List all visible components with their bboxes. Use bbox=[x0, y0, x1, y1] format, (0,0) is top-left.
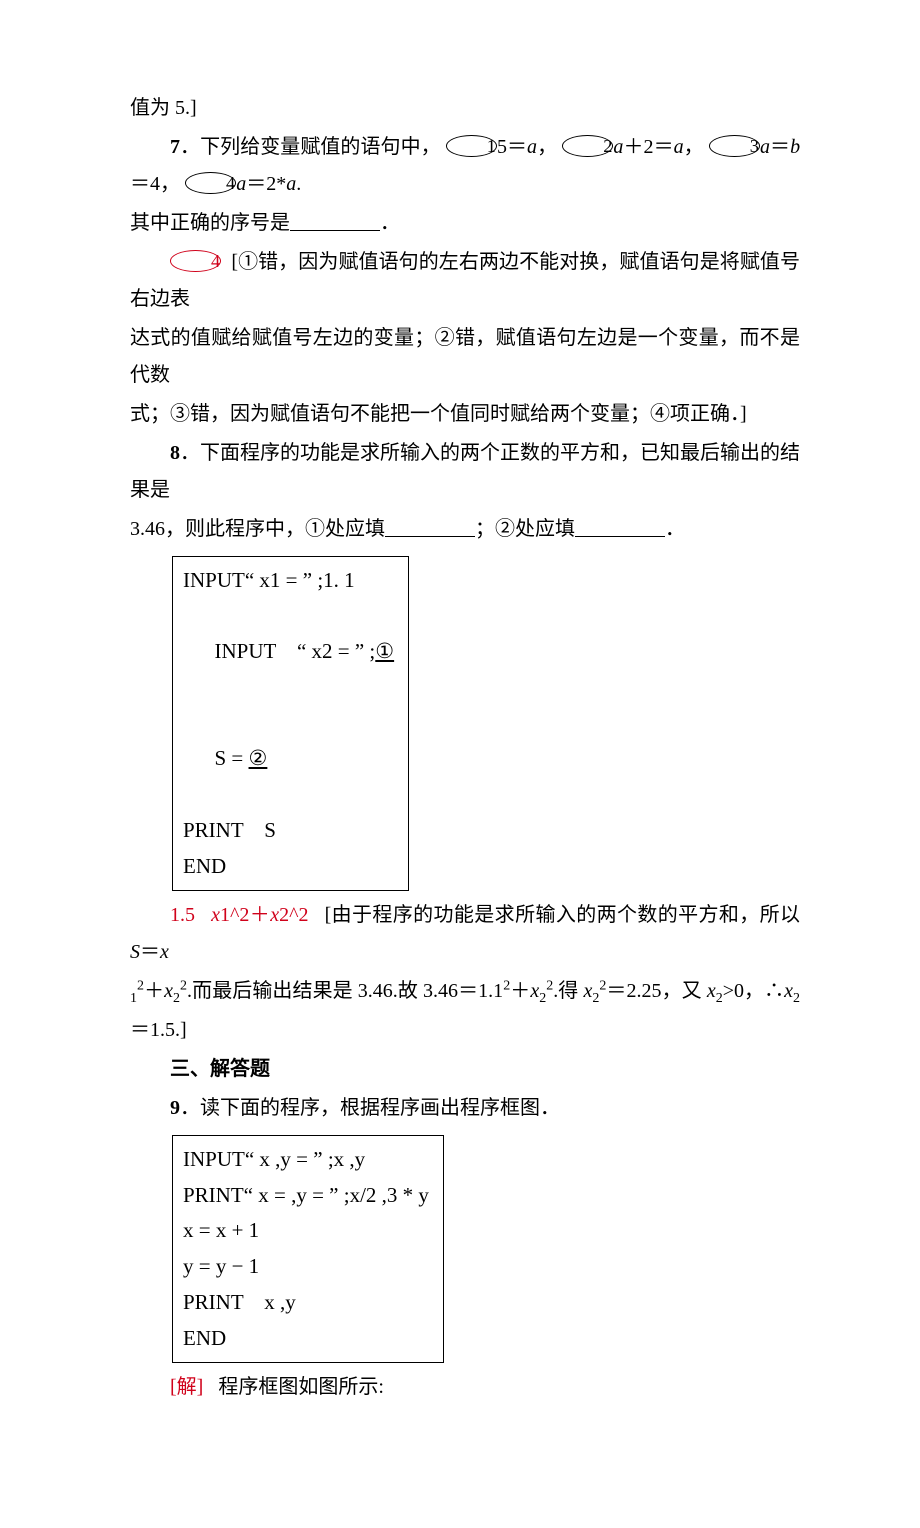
q8-ans2-d: 2^2 bbox=[279, 904, 308, 926]
code2-line6: END bbox=[183, 1321, 429, 1357]
code2-line2: PRINT“ x = ,y = ” ;x/2 ,3 * y bbox=[183, 1178, 429, 1214]
q8-e-l2f: ＝1.5.] bbox=[130, 1019, 187, 1041]
q8-text-a: ．下面程序的功能是求所输入的两个正数的平方和，已知最后输出的结果是 bbox=[130, 442, 800, 501]
option-3-marker: 3 bbox=[709, 135, 760, 157]
q7-line2-text: 其中正确的序号是 bbox=[130, 212, 290, 234]
q7-stem-line2: 其中正确的序号是． bbox=[130, 205, 800, 242]
q7-number: 7 bbox=[170, 136, 180, 158]
q7-explain-3: 式；③错，因为赋值语句不能把一个值同时赋给两个变量；④项正确．] bbox=[130, 396, 800, 433]
q7-answer-marker: 4 bbox=[170, 250, 221, 272]
q8-ans1: 1.5 bbox=[170, 904, 195, 926]
opt2-rhs: a bbox=[674, 136, 684, 158]
sep2: ， bbox=[684, 136, 704, 158]
prev-answer-trail: 值为 5.] bbox=[130, 90, 800, 127]
code1-line5: END bbox=[183, 849, 394, 885]
q8-e-l2c: .得 bbox=[553, 980, 583, 1002]
opt4-rhs: a bbox=[286, 173, 296, 195]
code2-line1: INPUT“ x ,y = ” ;x ,y bbox=[183, 1142, 429, 1178]
opt4-mid: ＝2* bbox=[246, 173, 286, 195]
page: 值为 5.] 7．下列给变量赋值的语句中， 15＝a， 2a＋2＝a， 3a＝b… bbox=[0, 0, 920, 1528]
code1-l2-blank: ① bbox=[375, 639, 394, 663]
q8-e-l2a: .而最后输出结果是 3.46.故 3.46＝1.1 bbox=[187, 980, 503, 1002]
q8-stem-line1: 8．下面程序的功能是求所输入的两个正数的平方和，已知最后输出的结果是 bbox=[130, 435, 800, 509]
code1-l3a: S = bbox=[215, 746, 249, 770]
q8-ans2-c: x bbox=[270, 904, 279, 926]
q7-stem-line1: 7．下列给变量赋值的语句中， 15＝a， 2a＋2＝a， 3a＝b＝4， 4a＝… bbox=[130, 129, 800, 203]
q9-stem: 9．读下面的程序，根据程序画出程序框图． bbox=[130, 1090, 800, 1127]
opt2-mid: ＋2＝ bbox=[623, 136, 673, 158]
sep3: ， bbox=[160, 173, 180, 195]
opt1-var: a bbox=[527, 136, 537, 158]
q8-code-box: INPUT“ x1 = ” ;1. 1 INPUT “ x2 = ” ;① S … bbox=[172, 556, 409, 891]
q8-expl-eq1: ＝ bbox=[140, 941, 160, 963]
q9-text: ．读下面的程序，根据程序画出程序框图． bbox=[180, 1097, 560, 1119]
opt3-mid2: b bbox=[790, 136, 800, 158]
code1-line3: S = ② bbox=[183, 706, 394, 813]
code1-line4: PRINT S bbox=[183, 813, 394, 849]
opt4-lhs: a bbox=[236, 173, 246, 195]
q7-text-a: ．下列给变量赋值的语句中， bbox=[180, 136, 441, 158]
q8-answer-line: 1.5 x1^2＋x2^2 [由于程序的功能是求所输入的两个数的平方和，所以 S… bbox=[130, 897, 800, 971]
q8-stem-line2: 3.46，则此程序中，①处应填 ；②处应填 ． bbox=[130, 511, 800, 548]
q8-expl-S: S bbox=[130, 941, 140, 963]
option-2-marker: 2 bbox=[562, 135, 613, 157]
fill-blank-1 bbox=[385, 516, 475, 537]
fill-blank-2 bbox=[575, 516, 665, 537]
q8-expl-line2: 12＋x22.而最后输出结果是 3.46.故 3.46＝1.12＋x22.得 x… bbox=[130, 973, 800, 1049]
opt3-lhs: a bbox=[760, 136, 770, 158]
q8-ans2-b: 1^2＋ bbox=[220, 904, 270, 926]
q9-sol-text: 程序框图如图所示: bbox=[218, 1376, 384, 1398]
q8-e-plus: ＋ bbox=[144, 980, 164, 1002]
q8-e-x2: x bbox=[164, 980, 173, 1002]
code2-line4: y = y − 1 bbox=[183, 1249, 429, 1285]
q9-number: 9 bbox=[170, 1097, 180, 1119]
option-4-marker: 4 bbox=[185, 172, 236, 194]
code1-l3-blank: ② bbox=[249, 746, 268, 770]
q8-expl-open: [由于程序的功能是求所输入的两个数的平方和，所以 bbox=[325, 904, 800, 926]
q7-explain-2: 达式的值赋给赋值号左边的变量；②错，赋值语句左边是一个变量，而不是代数 bbox=[130, 320, 800, 394]
code1-line1: INPUT“ x1 = ” ;1. 1 bbox=[183, 563, 394, 599]
opt3-rhs: ＝4 bbox=[130, 173, 160, 195]
q8b-end: ． bbox=[665, 518, 685, 540]
opt-end: . bbox=[296, 173, 301, 195]
opt3-mid: ＝ bbox=[770, 136, 790, 158]
q9-sol-label: [解] bbox=[170, 1376, 203, 1398]
q8-number: 8 bbox=[170, 442, 180, 464]
code1-line2: INPUT “ x2 = ” ;① bbox=[183, 599, 394, 706]
q8-expl-x1: x bbox=[160, 941, 169, 963]
section-3-heading: 三、解答题 bbox=[130, 1051, 800, 1088]
q8-e-l2d: ＝2.25，又 bbox=[606, 980, 706, 1002]
q7-answer-line: 4 [①错，因为赋值语句的左右两边不能对换，赋值语句是将赋值号右边表 bbox=[130, 244, 800, 318]
code2-line3: x = x + 1 bbox=[183, 1213, 429, 1249]
q8-e-x2b: x bbox=[530, 980, 539, 1002]
code1-l2a: INPUT “ x2 = ” ; bbox=[215, 639, 376, 663]
q7-explain-seg1: [①错，因为赋值语句的左右两边不能对换，赋值语句是将赋值号右边表 bbox=[130, 251, 800, 310]
q8-e-l2b: ＋ bbox=[510, 980, 530, 1002]
opt2-lhs: a bbox=[613, 136, 623, 158]
q8b-mid: ；②处应填 bbox=[475, 518, 575, 540]
q8b-pre: 3.46，则此程序中，①处应填 bbox=[130, 518, 385, 540]
code2-line5: PRINT x ,y bbox=[183, 1285, 429, 1321]
option-1-marker: 1 bbox=[446, 135, 497, 157]
q8-e-x2e: x bbox=[784, 980, 793, 1002]
q9-solution-line: [解] 程序框图如图所示: bbox=[130, 1369, 800, 1406]
opt1-pre: 5＝ bbox=[497, 136, 527, 158]
q8-e-x2d: x bbox=[707, 980, 716, 1002]
q9-code-box: INPUT“ x ,y = ” ;x ,y PRINT“ x = ,y = ” … bbox=[172, 1135, 444, 1363]
q8-ans2-a: x bbox=[211, 904, 220, 926]
q8-e-l2e: >0，∴ bbox=[723, 980, 784, 1002]
sep1: ， bbox=[537, 136, 557, 158]
fill-blank bbox=[290, 210, 380, 231]
